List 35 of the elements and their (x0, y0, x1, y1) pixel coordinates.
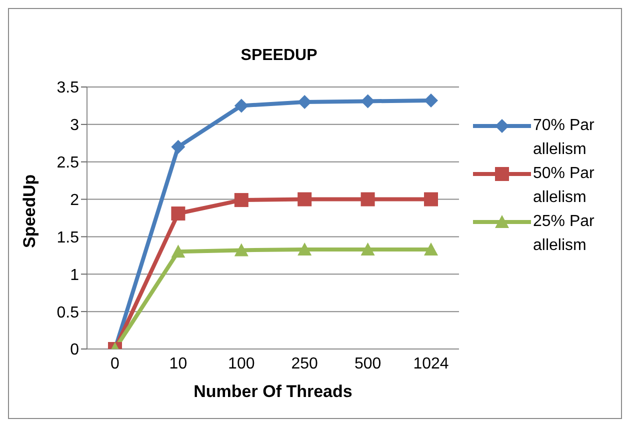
point (298, 192, 312, 206)
y-tick-label: 3 (70, 117, 80, 134)
chart-title: SPEEDUP (240, 47, 318, 65)
point (360, 242, 375, 256)
legend-label: 50% Parallelism (533, 164, 596, 208)
x-axis-title: Number Of Threads (194, 382, 352, 401)
point (171, 140, 186, 154)
point (171, 244, 186, 258)
point (298, 242, 312, 256)
y-axis-title: SpeedUp (20, 174, 40, 248)
x-tick-label: 250 (291, 355, 318, 372)
legend-label: 70% Parallelism (533, 116, 596, 160)
y-tick-label: 2.5 (56, 154, 80, 172)
x-tick-label: 10 (169, 355, 188, 372)
point (171, 206, 186, 221)
y-tick-label: 0.5 (56, 304, 80, 322)
point (234, 193, 248, 208)
point (234, 98, 248, 113)
y-tick-label: 2 (70, 192, 80, 209)
point (234, 243, 248, 256)
x-tick-label: 0 (110, 355, 120, 372)
y-tick-label: 1 (70, 266, 80, 284)
point (360, 94, 375, 108)
y-tick-label: 1.5 (56, 229, 80, 246)
y-tick-label: 0 (70, 342, 80, 359)
point (298, 94, 312, 109)
point (360, 192, 375, 206)
y-tick-label: 3.5 (56, 80, 80, 97)
x-tick-label: 100 (228, 355, 255, 372)
x-tick-label: 1024 (413, 355, 449, 372)
point (424, 242, 438, 256)
x-tick-label: 500 (354, 355, 382, 372)
point (424, 93, 438, 108)
point (424, 192, 438, 206)
legend-label: 25% Parallelism (533, 212, 596, 256)
